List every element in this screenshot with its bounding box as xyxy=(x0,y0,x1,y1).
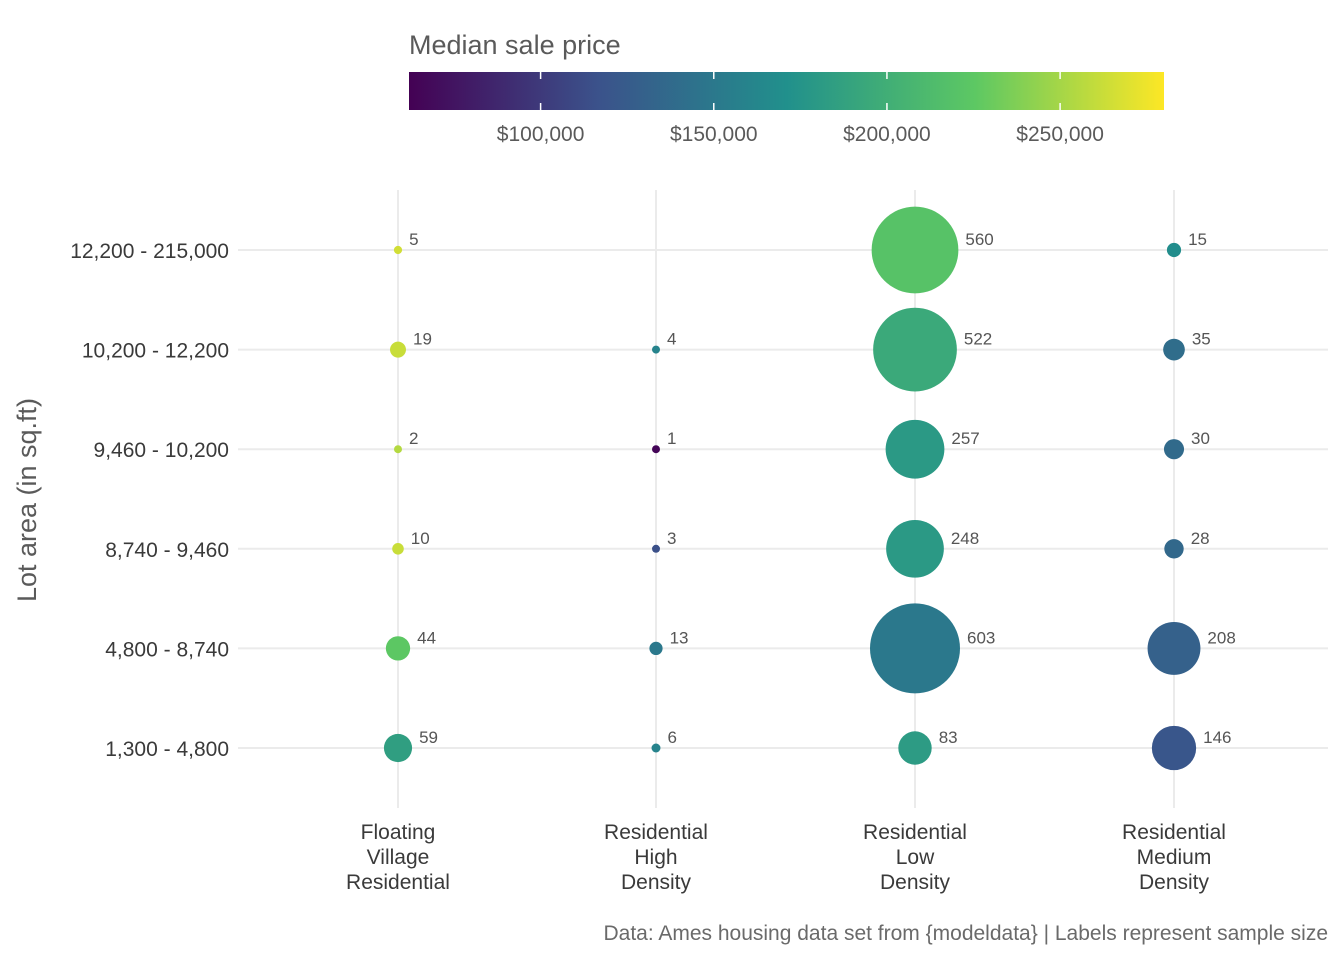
bubble-sample-size-label: 560 xyxy=(965,230,993,249)
x-tick-label: Residential High Density xyxy=(604,821,708,894)
bubble-point xyxy=(1164,539,1184,559)
bubble-point xyxy=(649,641,663,656)
bubble-sample-size-label: 13 xyxy=(670,628,689,647)
bubble-point xyxy=(871,206,959,294)
bubble-sample-size-label: 603 xyxy=(967,628,995,647)
bubble-point xyxy=(383,733,413,763)
bubble-point xyxy=(898,731,932,765)
bubble-sample-size-label: 19 xyxy=(413,330,432,349)
bubble-point xyxy=(652,544,660,553)
bubble-point xyxy=(886,519,944,578)
y-tick-label: 8,740 - 9,460 xyxy=(105,539,229,562)
x-tick-label: Residential Low Density xyxy=(863,821,967,894)
bubble-point xyxy=(1163,338,1185,361)
bubble-point xyxy=(392,543,404,555)
bubble-point xyxy=(652,345,660,354)
legend-tick-label: $100,000 xyxy=(497,123,585,146)
bubble-sample-size-label: 522 xyxy=(964,330,992,349)
y-axis-title: Lot area (in sq.ft) xyxy=(12,398,42,602)
x-tick-label: Residential Medium Density xyxy=(1122,821,1226,894)
legend-tick-label: $200,000 xyxy=(843,123,931,146)
y-tick-label: 4,800 - 8,740 xyxy=(105,638,229,661)
bubble-point xyxy=(1147,621,1201,675)
legend-colorbar xyxy=(409,72,1164,110)
bubble-sample-size-label: 5 xyxy=(409,230,418,249)
bubble-sample-size-label: 28 xyxy=(1191,529,1210,548)
bubble-point xyxy=(652,445,660,454)
color-legend: Median sale price $100,000 $150,000 $200,0… xyxy=(409,30,1164,146)
y-tick-label: 10,200 - 12,200 xyxy=(82,340,229,363)
bubble-point xyxy=(870,603,960,694)
bubble-point xyxy=(393,245,403,255)
bubble-sample-size-label: 2 xyxy=(409,429,418,448)
bubble-point xyxy=(873,307,957,392)
bubble-sample-size-label: 146 xyxy=(1203,728,1231,747)
bubble-sample-size-label: 4 xyxy=(667,330,676,349)
bubble-point xyxy=(651,743,661,753)
bubble-sample-size-label: 59 xyxy=(419,728,438,747)
bubble-sample-size-label: 83 xyxy=(939,728,958,747)
bubble-point xyxy=(1163,439,1185,460)
bubble-sample-size-label: 44 xyxy=(417,628,436,647)
x-tick-label: Floating Village Residential xyxy=(346,821,450,894)
legend-tick-label: $150,000 xyxy=(670,123,758,146)
bubble-sample-size-label: 15 xyxy=(1188,230,1207,249)
bubble-sample-size-label: 6 xyxy=(667,728,676,747)
y-tick-label: 12,200 - 215,000 xyxy=(70,240,229,263)
bubble-sample-size-label: 3 xyxy=(667,529,676,548)
bubble-point xyxy=(385,636,411,661)
bubble-point xyxy=(394,445,402,454)
bubble-point xyxy=(390,341,406,358)
bubble-sample-size-label: 30 xyxy=(1191,429,1210,448)
bubble-sample-size-label: 10 xyxy=(411,529,430,548)
y-tick-label: 1,300 - 4,800 xyxy=(105,738,229,761)
legend-title: Median sale price xyxy=(409,30,621,60)
bubble-sample-size-label: 257 xyxy=(951,429,979,448)
bubble-sample-size-label: 208 xyxy=(1207,628,1235,647)
bubble-sample-size-label: 248 xyxy=(951,529,979,548)
caption: Data: Ames housing data set from {modeld… xyxy=(603,922,1328,945)
bubble-point xyxy=(1166,242,1182,258)
bubble-sample-size-label: 35 xyxy=(1192,330,1211,349)
legend-tick-label: $250,000 xyxy=(1016,123,1104,146)
y-tick-label: 9,460 - 10,200 xyxy=(94,439,229,462)
bubble-sample-size-label: 1 xyxy=(667,429,676,448)
bubble-point xyxy=(885,419,945,479)
bubble-point xyxy=(1151,725,1197,771)
